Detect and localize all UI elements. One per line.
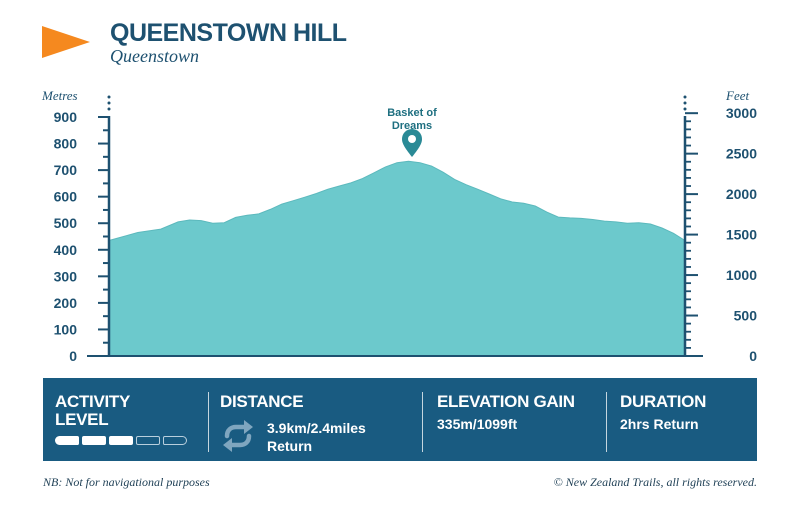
activity-level-segment: [163, 436, 187, 445]
left-tick-label: 500: [54, 215, 78, 231]
basket-of-dreams-marker: Basket of Dreams: [387, 107, 437, 157]
flag-triangle: [42, 26, 90, 58]
elevation-gain-section: ELEVATION GAIN 335m/1099ft: [423, 378, 607, 461]
right-axis-label: Feet: [725, 88, 749, 103]
right-tick-label: 3000: [726, 105, 757, 121]
duration-section: DURATION 2hrs Return: [607, 378, 757, 461]
right-tick-label: 0: [749, 348, 757, 364]
left-tick-label: 400: [54, 242, 78, 258]
right-tick-label: 2000: [726, 186, 757, 202]
divider: [606, 392, 607, 452]
flag-icon: [42, 26, 90, 58]
distance-value: 3.9km/2.4miles: [267, 420, 366, 436]
page-title: QUEENSTOWN HILL: [110, 19, 347, 47]
activity-level-section: ACTIVITY LEVEL: [43, 378, 207, 461]
elevation-chart: Metres Feet 0 100 200 300 400 500 600 700 800 900…: [41, 88, 757, 364]
right-tick-label: 500: [734, 308, 758, 324]
right-tick-label: 1500: [726, 227, 757, 243]
right-axis-dots: [683, 95, 687, 111]
duration-heading: DURATION: [620, 392, 707, 411]
duration-value: 2hrs Return: [620, 416, 699, 432]
right-axis-ticks: 0 500 1000 1500 2000 2500 3000: [685, 105, 757, 364]
left-tick-label: 100: [54, 321, 78, 337]
distance-return: Return: [267, 438, 313, 454]
activity-heading-line2: LEVEL: [55, 410, 109, 429]
divider: [208, 392, 209, 452]
activity-level-meter: [55, 436, 187, 445]
activity-level-segment: [109, 436, 133, 445]
activity-level-segment: [136, 436, 160, 445]
left-tick-label: 700: [54, 162, 78, 178]
copyright-notice: © New Zealand Trails, all rights reserve…: [553, 475, 757, 489]
annotation-label-line1: Basket of: [387, 107, 437, 119]
right-tick-label: 2500: [726, 146, 757, 162]
left-tick-label: 0: [69, 348, 77, 364]
elevation-profile-area: [109, 161, 685, 356]
left-tick-label: 600: [54, 189, 78, 205]
left-axis-label: Metres: [41, 88, 78, 103]
activity-heading-line1: ACTIVITY: [55, 392, 131, 411]
activity-level-segment: [82, 436, 106, 445]
elevation-value: 335m/1099ft: [437, 416, 518, 432]
left-tick-label: 200: [54, 295, 78, 311]
page-subtitle: Queenstown: [110, 46, 199, 66]
trail-info-bar: ACTIVITY LEVEL DISTANCE 3.9km/2.4miles R…: [43, 378, 757, 461]
navigation-disclaimer: NB: Not for navigational purposes: [43, 475, 210, 489]
left-axis-dots: [107, 95, 111, 111]
left-tick-label: 900: [54, 109, 78, 125]
loop-return-icon: [223, 420, 253, 452]
left-axis-ticks: 0 100 200 300 400 500 600 700 800 900: [54, 109, 109, 364]
activity-level-segment: [55, 436, 79, 445]
elevation-profile-line: [108, 160, 686, 241]
divider: [422, 392, 423, 452]
annotation-label-line2: Dreams: [392, 120, 432, 132]
map-pin-hole: [408, 135, 416, 143]
distance-section: DISTANCE 3.9km/2.4miles Return: [209, 378, 421, 461]
left-tick-label: 300: [54, 268, 78, 284]
distance-heading: DISTANCE: [220, 392, 304, 411]
left-tick-label: 800: [54, 136, 78, 152]
right-tick-label: 1000: [726, 267, 757, 283]
elevation-heading: ELEVATION GAIN: [437, 392, 575, 411]
